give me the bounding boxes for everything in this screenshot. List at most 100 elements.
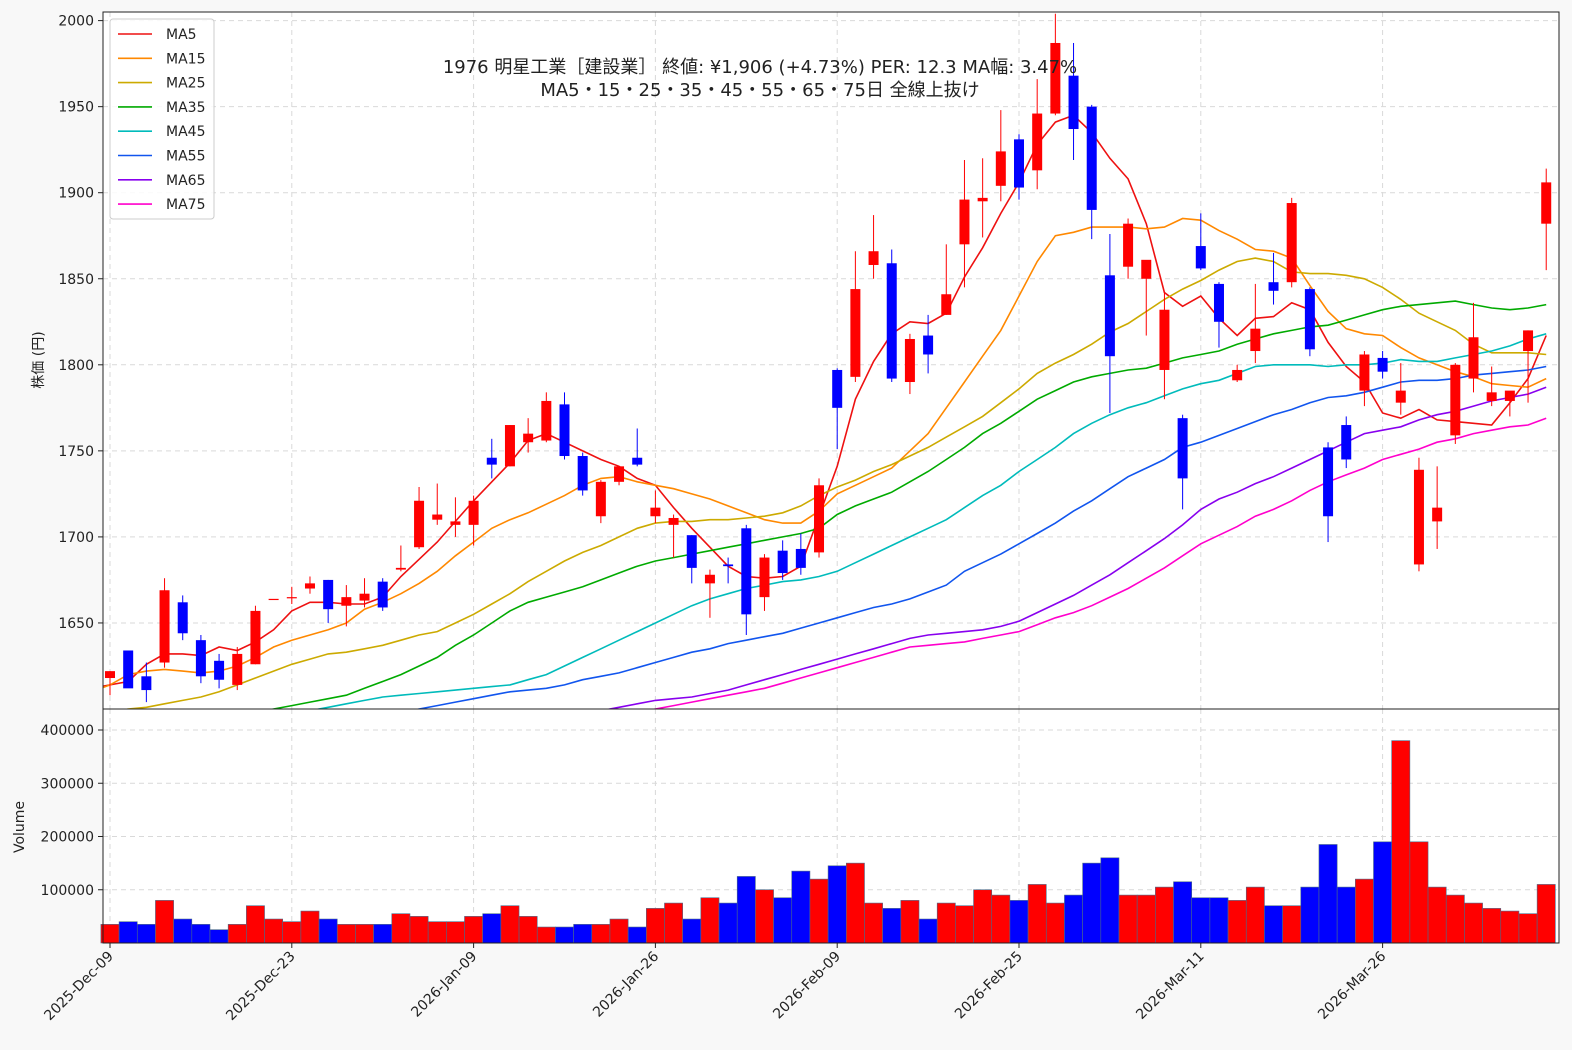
ma-line-ma45: [314, 333, 1547, 709]
candle-body: [632, 457, 643, 465]
legend-label: MA45: [166, 124, 205, 140]
candle-body: [741, 528, 752, 615]
volume-bar: [1191, 897, 1211, 944]
volume-bar: [136, 924, 156, 944]
price-tick-label: 1700: [58, 530, 94, 546]
volume-bar: [1373, 841, 1392, 944]
volume-bar: [1100, 857, 1120, 944]
volume-bar: [446, 921, 465, 944]
candle-body: [323, 579, 334, 610]
volume-bar: [755, 889, 774, 944]
candle-body: [414, 500, 425, 548]
volume-bar: [682, 918, 702, 944]
volume-bar: [591, 924, 611, 944]
volume-bar: [1518, 913, 1538, 944]
volume-bar: [627, 926, 647, 944]
volume-bar: [1027, 884, 1047, 944]
volume-bar: [1209, 897, 1229, 944]
volume-bar: [936, 902, 956, 944]
volume-plot-frame: [102, 708, 1560, 944]
price-axis-label: 株価 (円): [31, 331, 47, 388]
candle-body: [850, 289, 861, 377]
volume-bar: [918, 918, 938, 944]
candle-body: [268, 598, 279, 601]
volume-bar: [464, 916, 483, 944]
volume-bar: [427, 921, 447, 944]
volume-bar: [209, 929, 229, 944]
candle-body: [105, 671, 115, 679]
candle-body: [286, 597, 297, 599]
volume-bar: [1427, 886, 1447, 944]
volume-bar: [1482, 908, 1502, 944]
candle-body: [504, 425, 515, 467]
candle-body: [795, 548, 806, 568]
volume-bar: [1045, 902, 1065, 944]
volume-bars: [100, 740, 1556, 944]
candle-body: [723, 564, 734, 567]
legend-label: MA5: [166, 27, 197, 43]
volume-bar: [864, 902, 883, 944]
volume-bar: [536, 926, 556, 944]
candle-body: [1523, 330, 1534, 352]
volume-bar: [1300, 886, 1320, 944]
volume-bar: [155, 900, 174, 944]
volume-bar: [700, 897, 720, 944]
volume-bar: [664, 902, 683, 944]
volume-bar: [1173, 881, 1193, 944]
volume-bar: [736, 876, 756, 944]
price-tick-label: 1750: [58, 444, 94, 460]
candle-body: [1250, 328, 1261, 352]
candle-body: [1232, 369, 1243, 381]
volume-bar: [500, 905, 520, 944]
candle-body: [541, 400, 552, 441]
volume-bar: [900, 900, 920, 944]
volume-bar: [718, 902, 738, 944]
candle-body: [359, 593, 370, 601]
volume-bar: [1264, 905, 1283, 944]
candle-body: [1159, 309, 1170, 370]
volume-bar: [191, 924, 211, 944]
volume-bar: [973, 889, 993, 944]
candle-body: [304, 583, 315, 589]
volume-bar: [1355, 878, 1374, 944]
volume-bar: [227, 924, 247, 944]
candle-body: [577, 456, 588, 491]
legend-label: MA75: [166, 197, 205, 213]
candle-body: [995, 151, 1006, 186]
volume-bar: [1500, 910, 1520, 944]
ma-line-ma35: [269, 300, 1547, 709]
candle-body: [1377, 357, 1388, 372]
chart-subtitle: MA5・15・25・35・45・55・65・75日 全線上抜け: [540, 80, 979, 101]
candle-body: [832, 369, 843, 408]
candle-body: [1213, 283, 1224, 322]
volume-bar: [1336, 886, 1356, 944]
legend-label: MA35: [166, 100, 205, 116]
candle-body: [1413, 469, 1424, 565]
volume-bar: [773, 897, 793, 944]
candle-body: [1468, 337, 1479, 379]
legend: MA5 MA15 MA25 MA35 MA45 MA55 MA65 MA75: [109, 18, 215, 220]
candle-body: [1341, 425, 1352, 460]
volume-bar: [845, 862, 865, 944]
volume-bar: [1282, 905, 1302, 944]
candle-body: [559, 404, 570, 457]
candle-body: [1068, 75, 1079, 130]
volume-bar: [1245, 886, 1265, 944]
volume-bar: [1118, 894, 1138, 944]
volume-bar: [100, 924, 120, 944]
candle-body: [650, 507, 661, 517]
candle-body: [159, 590, 170, 663]
candle-body: [668, 517, 679, 525]
candle-body: [1177, 418, 1188, 479]
candle-body: [1304, 289, 1315, 350]
legend-label: MA25: [166, 76, 205, 92]
legend-label: MA65: [166, 173, 205, 189]
candle-body: [1050, 42, 1061, 114]
candle-body: [1486, 392, 1497, 401]
volume-axis-ticks: 100000 200000 300000 400000: [41, 723, 103, 899]
price-tick-label: 1900: [58, 186, 94, 202]
candle-body: [395, 567, 406, 570]
candle-body: [1450, 364, 1461, 436]
candle-body: [450, 521, 461, 525]
